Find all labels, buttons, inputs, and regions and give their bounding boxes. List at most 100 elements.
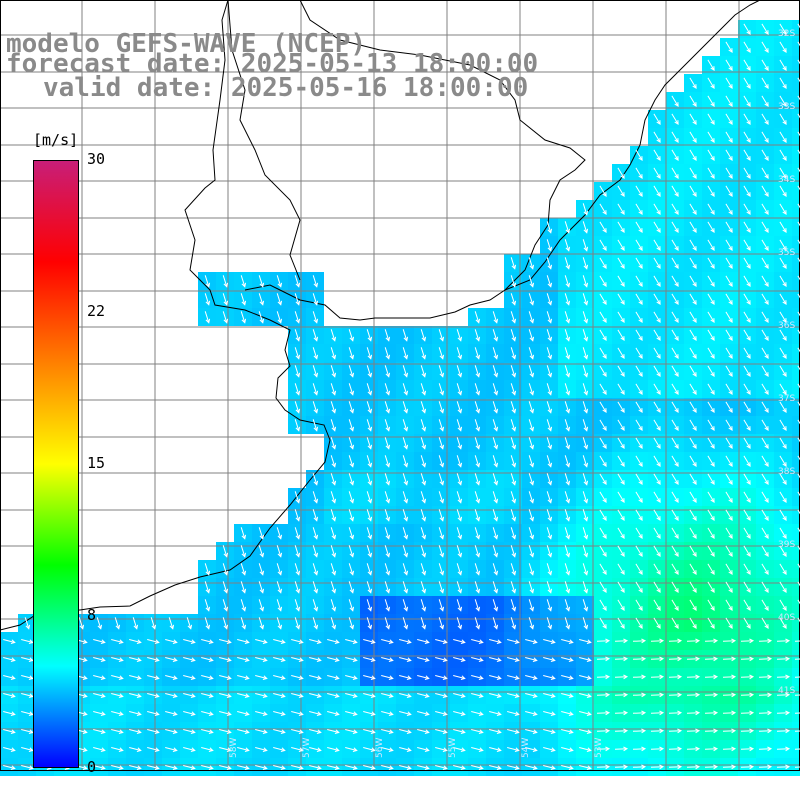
wind-arrow <box>779 563 787 576</box>
lat-label: 38S <box>778 467 795 477</box>
wind-arrow <box>564 563 571 576</box>
wind-arrow <box>797 239 800 245</box>
wind-arrow <box>743 293 751 306</box>
wind-arrow <box>348 401 355 414</box>
wind-arrow <box>707 239 715 252</box>
wind-arrow <box>546 311 553 324</box>
wind-arrow <box>327 657 340 662</box>
wind-arrow <box>564 509 571 522</box>
wind-arrow <box>797 131 800 137</box>
wind-arrow <box>222 293 229 306</box>
field-cell <box>792 452 800 470</box>
wind-arrow <box>366 437 373 450</box>
wind-arrow <box>779 185 787 198</box>
wind-arrow <box>417 657 430 662</box>
wind-arrow <box>474 365 481 378</box>
wind-arrow <box>528 509 535 522</box>
wind-arrow <box>779 491 787 504</box>
wind-arrow <box>258 527 265 540</box>
wind-arrow <box>546 401 553 414</box>
wind-arrow <box>456 365 463 378</box>
wind-arrow <box>456 401 463 414</box>
wind-arrow <box>273 675 286 680</box>
wind-arrow <box>617 419 625 432</box>
wind-arrow <box>704 656 719 662</box>
wind-arrow <box>330 419 337 432</box>
wind-arrow <box>525 693 538 698</box>
wind-arrow <box>489 747 502 752</box>
wind-arrow <box>761 545 769 558</box>
colorbar <box>33 160 79 768</box>
wind-arrow <box>650 638 665 644</box>
wind-arrow <box>402 365 409 378</box>
wind-arrow <box>794 640 800 642</box>
wind-arrow <box>312 473 319 486</box>
wind-arrow <box>528 545 535 558</box>
wind-arrow <box>3 639 16 644</box>
wind-arrow <box>707 167 715 180</box>
wind-arrow <box>255 729 268 734</box>
wind-arrow <box>219 675 232 680</box>
wind-arrow <box>114 617 121 630</box>
wind-arrow <box>546 347 553 360</box>
wind-arrow <box>222 617 229 630</box>
wind-arrow <box>237 675 250 680</box>
wind-arrow <box>635 509 643 522</box>
wind-arrow <box>707 365 715 378</box>
wind-arrow <box>312 419 319 432</box>
wind-arrow <box>273 765 286 770</box>
wind-arrow <box>668 674 683 680</box>
wind-arrow <box>761 131 769 144</box>
wind-arrow <box>237 765 250 770</box>
wind-arrow <box>797 329 800 335</box>
wind-arrow <box>420 581 427 594</box>
wind-arrow <box>435 693 448 698</box>
wind-arrow <box>579 729 592 734</box>
field-cell <box>792 56 800 74</box>
wind-arrow <box>582 581 589 594</box>
wind-arrow <box>312 401 319 414</box>
wind-arrow <box>366 491 373 504</box>
wind-arrow <box>617 275 625 288</box>
wind-arrow <box>348 437 355 450</box>
wind-arrow <box>312 581 319 594</box>
wind-arrow <box>240 617 247 630</box>
wind-arrow <box>327 747 340 752</box>
wind-arrow <box>348 329 355 342</box>
wind-arrow <box>327 729 340 734</box>
wind-arrow <box>507 693 520 698</box>
wind-arrow <box>456 545 463 558</box>
wind-arrow <box>743 185 751 198</box>
wind-arrow <box>219 765 232 770</box>
wind-arrow <box>596 728 611 734</box>
wind-arrow <box>650 764 665 770</box>
wind-arrow <box>725 59 733 72</box>
wind-arrow <box>671 527 679 540</box>
wind-arrow <box>384 527 391 540</box>
wind-arrow <box>725 95 733 108</box>
wind-arrow <box>722 710 737 716</box>
wind-arrow <box>291 765 304 770</box>
wind-arrow <box>435 765 448 770</box>
wind-arrow <box>309 639 322 644</box>
wind-arrow <box>402 527 409 540</box>
wind-arrow <box>653 581 661 594</box>
wind-arrow <box>671 383 679 396</box>
lat-label: 40S <box>778 613 795 623</box>
wind-arrow <box>797 365 800 371</box>
wind-arrow <box>438 509 445 522</box>
wind-arrow <box>779 41 787 54</box>
colorbar-tick-8: 8 <box>87 606 97 624</box>
wind-arrow <box>722 728 737 734</box>
wind-arrow <box>420 347 427 360</box>
wind-arrow <box>779 545 787 558</box>
wind-arrow <box>366 401 373 414</box>
wind-arrow <box>546 491 553 504</box>
wind-arrow <box>686 710 701 716</box>
wind-arrow <box>456 455 463 468</box>
wind-arrow <box>258 275 265 288</box>
wind-arrow <box>507 711 520 716</box>
wind-arrow <box>582 329 589 342</box>
lon-label: 57W <box>302 738 312 758</box>
